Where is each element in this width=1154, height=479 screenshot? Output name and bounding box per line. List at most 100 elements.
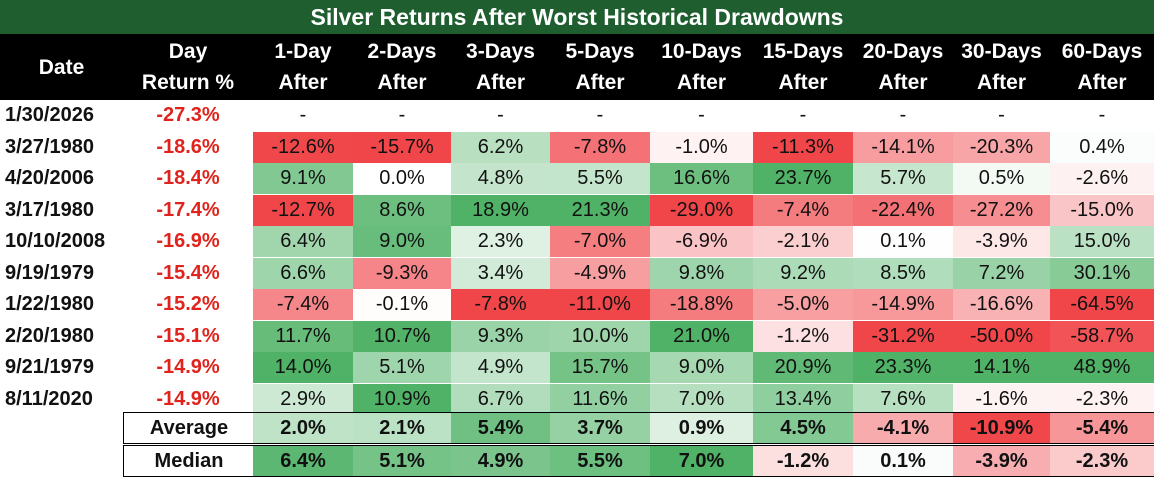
column-header-4: 3-Days After [451,34,550,100]
value-cell: -20.3% [953,132,1050,163]
summary-value-cell: -5.4% [1050,413,1154,443]
column-header-line1: 60-Days [1061,40,1143,63]
day-return-cell: -15.4% [156,262,220,284]
date-cell: 3/27/1980 [5,136,94,158]
value-cell: 23.3% [853,352,953,383]
date-cell: 10/10/2008 [5,230,106,252]
column-header-line2: Return % [141,71,235,94]
value-cell: - [753,100,853,131]
value-cell: 10.0% [550,321,650,352]
value-cell: 11.6% [550,384,650,415]
value-cell: -29.0% [650,195,753,226]
value-cell: 3.4% [451,258,550,289]
column-header-9: 30-Days After [953,34,1050,100]
value-cell: 11.7% [253,321,353,352]
summary-value-cell: -2.3% [1050,446,1154,476]
column-header-7: 15-Days After [753,34,853,100]
value-cell: -6.9% [650,226,753,257]
value-cell: -4.9% [550,258,650,289]
value-cell: 2.9% [253,384,353,415]
summary-value-cell: -4.1% [853,413,953,443]
value-cell: 48.9% [1050,352,1154,383]
column-header-line1: Day [168,40,208,63]
value-cell: - [650,100,753,131]
date-cell: 8/11/2020 [5,388,93,410]
value-cell: 5.5% [550,163,650,194]
value-cell: 0.5% [953,163,1050,194]
value-cell: 15.0% [1050,226,1154,257]
value-cell: -2.3% [1050,384,1154,415]
value-cell: 8.6% [353,195,451,226]
date-cell: 1/22/1980 [5,293,94,315]
column-header-line2: After [1077,71,1127,94]
value-cell: -12.7% [253,195,353,226]
summary-value-cell: -10.9% [953,413,1050,443]
column-header-2: 1-Day After [253,34,353,100]
value-cell: -2.1% [753,226,853,257]
value-cell: 6.7% [451,384,550,415]
value-cell: 23.7% [753,163,853,194]
value-cell: 7.0% [650,384,753,415]
value-cell: - [853,100,953,131]
day-return-cell: -27.3% [156,104,220,126]
summary-value-cell: 3.7% [550,413,650,443]
value-cell: 8.5% [853,258,953,289]
day-return-cell: -16.9% [156,230,220,252]
value-cell: 7.6% [853,384,953,415]
value-cell: 0.0% [353,163,451,194]
summary-label: Average [149,417,229,439]
value-cell: 0.4% [1050,132,1154,163]
value-cell: - [353,100,451,131]
value-cell: 9.1% [253,163,353,194]
value-cell: - [1050,100,1154,131]
column-header-0: Date [0,34,123,100]
value-cell: 4.9% [451,352,550,383]
value-cell: 21.0% [650,321,753,352]
date-cell: 4/20/2006 [5,167,94,189]
value-cell: -27.2% [953,195,1050,226]
value-cell: 20.9% [753,352,853,383]
value-cell: -7.4% [753,195,853,226]
value-cell: 0.1% [853,226,953,257]
table-row: 4/20/2006 -18.4% 9.1% 0.0% 4.8% 5.5% 16.6% 23.7… [0,163,1154,194]
day-return-cell: -15.1% [156,325,220,347]
value-cell: 30.1% [1050,258,1154,289]
value-cell: -1.6% [953,384,1050,415]
table-title: Silver Returns After Worst Historical Dr… [0,0,1154,34]
date-cell: 9/19/1979 [5,262,94,284]
value-cell: - [253,100,353,131]
value-cell: 10.9% [353,384,451,415]
value-cell: - [550,100,650,131]
value-cell: 9.0% [353,226,451,257]
date-cell: 3/17/1980 [5,199,94,221]
value-cell: 13.4% [753,384,853,415]
column-header-line1: 1-Day [274,40,332,63]
value-cell: -7.0% [550,226,650,257]
summary-value-cell: 4.9% [451,446,550,476]
column-header-5: 5-Days After [550,34,650,100]
column-header-8: 20-Days After [853,34,953,100]
value-cell: -14.9% [853,289,953,320]
summary-value-cell: 5.4% [451,413,550,443]
day-return-cell: -14.9% [156,356,220,378]
day-return-cell: -18.4% [156,167,220,189]
value-cell: 18.9% [451,195,550,226]
value-cell: -16.6% [953,289,1050,320]
value-cell: -31.2% [853,321,953,352]
column-header-line1: 10-Days [661,40,742,63]
value-cell: 2.3% [451,226,550,257]
table-row: 10/10/2008 -16.9% 6.4% 9.0% 2.3% -7.0% -6.9% -2… [0,226,1154,257]
summary-row-average: Average 2.0% 2.1% 5.4% 3.7% 0.9% 4.5% -4.1% -10.… [123,412,1154,444]
value-cell: -12.6% [253,132,353,163]
column-header-line1: 30-Days [961,40,1042,63]
table-row: 3/17/1980 -17.4% -12.7% 8.6% 18.9% 21.3% -29.0… [0,195,1154,226]
value-cell: -5.0% [753,289,853,320]
column-header-line2: After [976,71,1026,94]
day-return-cell: -18.6% [156,136,220,158]
value-cell: -14.1% [853,132,953,163]
value-cell: -58.7% [1050,321,1154,352]
column-header-1: Day Return % [123,34,253,100]
day-return-cell: -17.4% [156,199,220,221]
value-cell: 7.2% [953,258,1050,289]
value-cell: 16.6% [650,163,753,194]
